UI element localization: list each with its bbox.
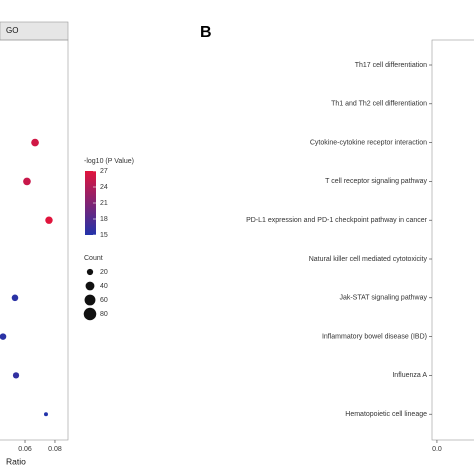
point [0, 333, 7, 340]
y-tick-label: Natural killer cell mediated cytotoxicit… [309, 256, 428, 263]
y-tick-label: PD-L1 expression and PD-1 checkpoint pat… [246, 217, 428, 224]
size-key [84, 294, 96, 306]
point [44, 412, 48, 417]
plot-frame [431, 39, 474, 441]
size-key [86, 268, 94, 276]
point [45, 216, 53, 224]
y-tick-label: Inflammatory bowel disease (IBD) [322, 333, 427, 340]
facet-title: GO [6, 26, 18, 35]
y-tick-label: Jak-STAT signaling pathway [339, 295, 427, 302]
legend-title: Count [84, 255, 103, 262]
y-tick-label: Th1 and Th2 cell differentiation [331, 101, 427, 108]
point [12, 372, 20, 379]
x-tick-label: 0.0 [432, 446, 442, 453]
y-tick-label: Cytokine-cytokine receptor interaction [310, 139, 427, 146]
x-axis-label: Ratio [6, 456, 26, 466]
plot-frame [0, 39, 69, 441]
point [11, 294, 19, 302]
colorbar-label: 24 [100, 184, 108, 191]
size-key [85, 281, 95, 291]
x-tick-label: 0.08 [48, 446, 62, 453]
colorbar-label: 15 [100, 232, 108, 239]
size-label: 40 [100, 283, 108, 290]
y-tick-label: Th17 cell differentiation [355, 62, 427, 69]
point [23, 177, 31, 186]
colorbar-label: 27 [100, 168, 108, 175]
colorbar [85, 171, 96, 235]
size-label: 80 [100, 311, 108, 318]
panel-label: B [200, 24, 212, 41]
size-label: 60 [100, 297, 108, 304]
y-tick-label: T cell receptor signaling pathway [325, 178, 427, 185]
colorbar-label: 18 [100, 216, 108, 223]
size-label: 20 [100, 269, 108, 276]
size-key [83, 307, 97, 321]
y-tick-label: Hematopoietic cell lineage [345, 411, 427, 418]
colorbar-label: 21 [100, 200, 108, 207]
y-tick-label: Influenza A [392, 372, 427, 379]
point [31, 138, 39, 147]
x-tick-label: 0.06 [18, 446, 32, 453]
legend-title: -log10 (P Value) [84, 158, 134, 165]
